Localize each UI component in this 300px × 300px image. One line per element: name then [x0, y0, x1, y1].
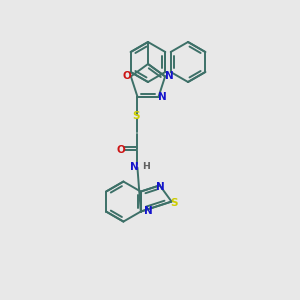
Text: N: N: [158, 92, 167, 102]
Text: O: O: [122, 71, 131, 81]
Text: S: S: [133, 111, 140, 121]
Text: O: O: [116, 145, 125, 154]
Text: H: H: [142, 162, 150, 171]
Text: S: S: [170, 198, 177, 208]
Text: N: N: [156, 182, 165, 192]
Text: N: N: [144, 206, 153, 216]
Text: N: N: [165, 71, 173, 81]
Text: N: N: [130, 162, 139, 172]
